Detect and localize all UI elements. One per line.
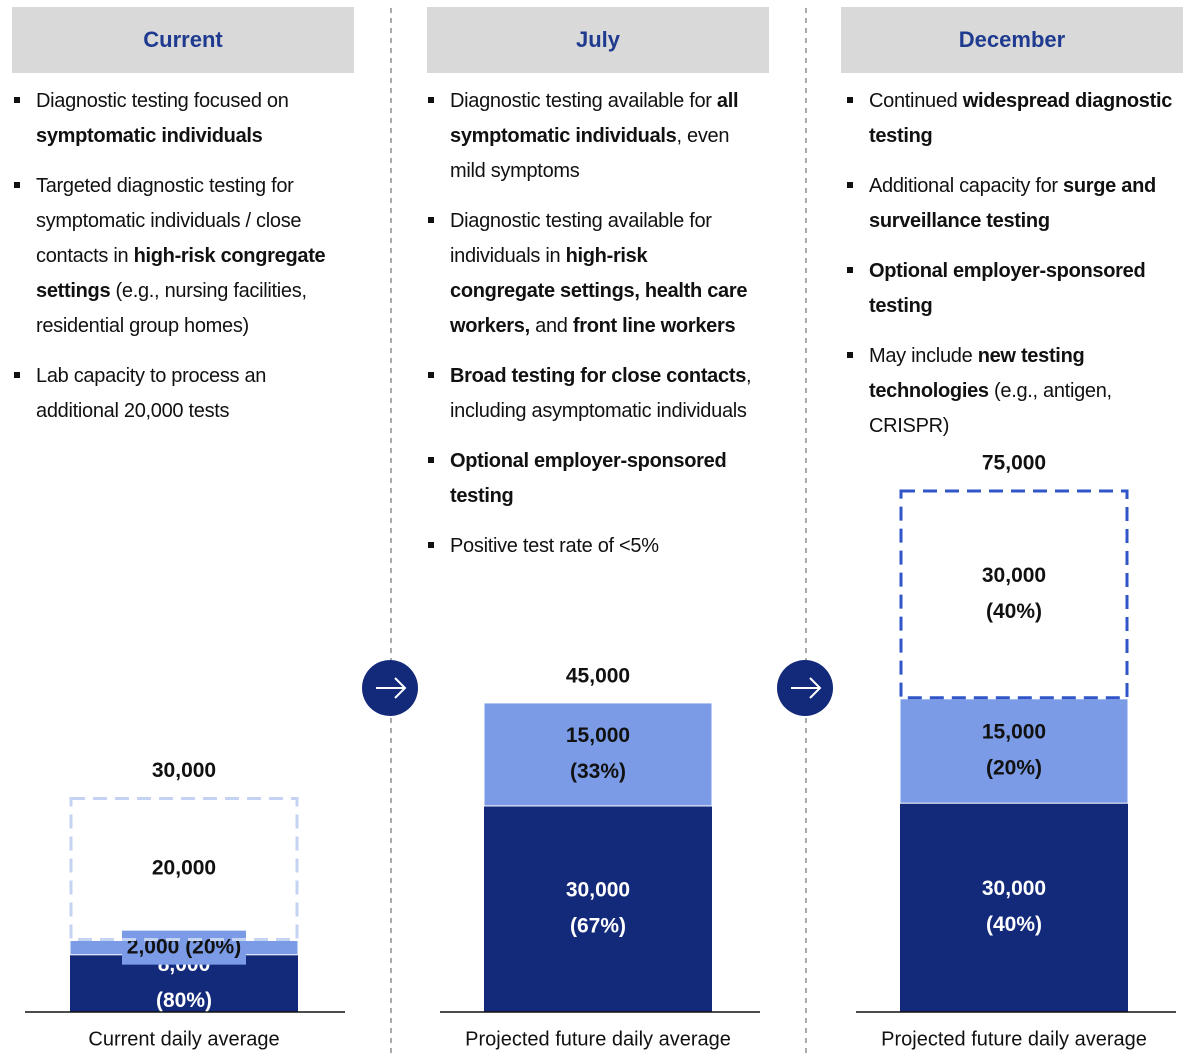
share-label: (33%): [570, 760, 626, 783]
bullet-list: Continued widespread diagnostic testing A…: [845, 84, 1175, 459]
bullet-text: Continued: [869, 90, 963, 112]
bullet-text: Optional employer-sponsored testing: [869, 260, 1146, 317]
bullet-list: Diagnostic testing focused on symptomati…: [12, 84, 342, 444]
bullet-text: Broad testing for close contacts: [450, 365, 747, 387]
bullet-text: Targeted diagnostic testing for symptoma…: [36, 175, 302, 267]
bullet-text: all symptomatic individuals: [450, 90, 739, 147]
value-label: 15,000: [982, 721, 1046, 744]
bullet: Targeted diagnostic testing for symptoma…: [12, 169, 342, 344]
total-label: 75,000: [982, 452, 1046, 475]
total-label: 30,000: [152, 759, 216, 782]
header-box: [841, 7, 1183, 73]
x-tick-label: Current daily average: [88, 1028, 279, 1050]
bullet: Optional employer-sponsored testing: [845, 254, 1175, 324]
bar-segment: [900, 803, 1128, 1012]
bullet-text: (e.g., nursing facilities, residential g…: [36, 280, 307, 337]
bullet: Diagnostic testing focused on symptomati…: [12, 84, 342, 154]
bar-segment: [899, 698, 1129, 804]
bullet-text: Optional employer-sponsored testing: [450, 450, 727, 507]
share-label: (40%): [986, 600, 1042, 623]
header-box: [427, 7, 769, 73]
bullet-text: new testing technologies: [869, 345, 1085, 402]
bullet-text: high-risk congregate settings: [36, 245, 326, 302]
bullet-text: high-risk congregate settings, health ca…: [450, 245, 748, 337]
bullet-list: Diagnostic testing available for all sym…: [426, 84, 756, 579]
bullet-text: front line workers: [572, 315, 736, 337]
bullet-text: (e.g., antigen, CRISPR): [869, 380, 1112, 437]
header-title: July: [576, 27, 621, 52]
bar-segment: [483, 702, 713, 807]
value-label: 30,000: [566, 879, 630, 902]
bullet: Additional capacity for surge and survei…: [845, 169, 1175, 239]
bullet-text: symptomatic individuals: [36, 125, 263, 147]
bullet-text: , even mild symptoms: [450, 125, 730, 182]
bullet: Positive test rate of <5%: [426, 529, 756, 564]
header-box: [12, 7, 354, 73]
header-title: Current: [143, 27, 223, 52]
bullet-text: Positive test rate of <5%: [450, 535, 659, 557]
bullet: Continued widespread diagnostic testing: [845, 84, 1175, 154]
bullet-text: surge and surveillance testing: [869, 175, 1156, 232]
total-label: 45,000: [566, 664, 630, 687]
bullet: Diagnostic testing available for individ…: [426, 204, 756, 344]
value-label: 2,000 (20%): [127, 935, 241, 958]
header-title: December: [959, 27, 1066, 52]
bullet-text: widespread diagnostic testing: [869, 90, 1173, 147]
bullet-text: Additional capacity for: [869, 175, 1064, 197]
bullet-text: Diagnostic testing available for individ…: [450, 210, 712, 267]
arrow-icon: [777, 660, 833, 716]
bullet: Lab capacity to process an additional 20…: [12, 359, 342, 429]
bullet: Optional employer-sponsored testing: [426, 444, 756, 514]
bar-segment: [484, 805, 712, 1012]
share-label: (80%): [156, 989, 212, 1012]
bullet-text: May include: [869, 345, 978, 367]
share-label: (67%): [570, 915, 626, 938]
label-box: [122, 930, 246, 965]
bullet: May include new testing technologies (e.…: [845, 339, 1175, 444]
arrow-icon: [362, 660, 418, 716]
x-tick-label: Projected future daily average: [465, 1028, 731, 1050]
value-label: 30,000: [982, 877, 1046, 900]
bar-segment: [69, 796, 299, 941]
value-label: 30,000: [982, 564, 1046, 587]
bullet: Broad testing for close contacts, includ…: [426, 359, 756, 429]
share-label: (20%): [986, 757, 1042, 780]
bullet-text: , including asymptomatic individuals: [450, 365, 752, 422]
share-label: (40%): [986, 913, 1042, 936]
bullet-text: Diagnostic testing focused on: [36, 90, 289, 112]
bullet-text: and: [529, 315, 573, 337]
bar-segment: [899, 489, 1129, 700]
x-tick-label: Projected future daily average: [881, 1028, 1147, 1050]
value-label: 20,000: [152, 857, 216, 880]
bullet-text: Lab capacity to process an additional 20…: [36, 365, 267, 422]
value-label: 15,000: [566, 724, 630, 747]
bullet-text: Diagnostic testing available for: [450, 90, 717, 112]
bullet: Diagnostic testing available for all sym…: [426, 84, 756, 189]
